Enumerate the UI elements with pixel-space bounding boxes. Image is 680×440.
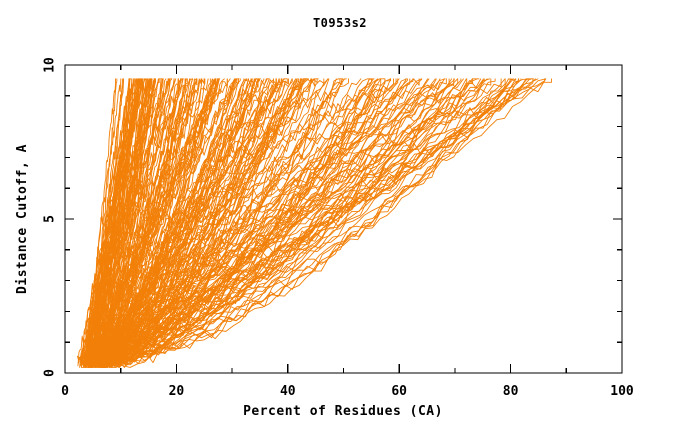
x-tick-label: 80 <box>503 384 519 399</box>
y-axis-minor-ticks <box>65 95 622 343</box>
data-curve <box>87 78 169 360</box>
y-tick-label: 0 <box>43 369 58 377</box>
x-tick-label: 20 <box>169 384 185 399</box>
data-curve <box>106 78 519 367</box>
data-curve <box>92 78 184 360</box>
data-curve <box>92 78 237 366</box>
data-curve <box>119 78 400 368</box>
data-curve <box>106 78 288 362</box>
x-axis-minor-ticks <box>120 65 567 373</box>
data-curve <box>90 78 216 362</box>
y-tick-label: 5 <box>43 215 58 223</box>
x-tick-label: 0 <box>61 384 69 399</box>
data-curve <box>94 78 485 368</box>
data-curve <box>100 78 455 363</box>
data-curve <box>102 78 307 365</box>
data-curve <box>105 78 511 366</box>
x-tick-label: 60 <box>391 384 407 399</box>
data-curve <box>86 78 177 362</box>
data-curve <box>80 78 140 368</box>
data-curve <box>104 78 480 366</box>
y-axis-tick-labels: 0 5 10 <box>43 57 58 377</box>
data-curves <box>76 78 552 368</box>
data-curve <box>106 78 517 368</box>
data-curve <box>106 78 446 366</box>
data-curve <box>115 78 528 366</box>
data-curve <box>85 78 145 368</box>
data-curve <box>117 78 514 367</box>
data-curve <box>102 78 283 367</box>
data-curve <box>97 78 253 368</box>
data-curve <box>106 78 453 366</box>
data-curve <box>95 78 379 368</box>
data-curve <box>88 78 187 362</box>
data-curve <box>98 78 240 361</box>
data-curve <box>97 78 237 368</box>
data-curve <box>108 78 447 360</box>
x-tick-label: 40 <box>280 384 296 399</box>
y-axis-title: Distance Cutoff, A <box>15 144 30 294</box>
data-curve <box>117 78 482 368</box>
data-curve <box>97 78 441 368</box>
data-curve <box>96 78 202 361</box>
data-curve <box>96 78 312 361</box>
data-curve <box>108 78 316 368</box>
x-axis-title: Percent of Residues (CA) <box>243 404 443 419</box>
data-curve <box>98 78 221 368</box>
data-curve <box>108 78 520 365</box>
data-curve <box>114 78 530 366</box>
data-curve <box>102 78 255 363</box>
y-tick-label: 10 <box>43 57 58 73</box>
data-curve <box>86 78 193 368</box>
data-curve <box>101 78 277 363</box>
data-curve <box>113 78 488 365</box>
x-axis-tick-labels: 0 20 40 60 80 100 <box>61 384 634 399</box>
data-curve <box>92 78 392 368</box>
chart-title: T0953s2 <box>312 16 368 30</box>
data-curve <box>100 78 268 368</box>
data-curve <box>113 78 552 363</box>
x-axis-major-ticks <box>64 65 623 373</box>
data-curve <box>91 78 231 362</box>
data-curve <box>115 78 539 368</box>
data-curve <box>119 78 414 368</box>
data-curve <box>105 78 303 366</box>
data-curve <box>98 78 430 367</box>
x-tick-label: 100 <box>610 384 634 399</box>
data-curve <box>115 78 423 363</box>
y-axis-major-ticks <box>65 64 622 374</box>
